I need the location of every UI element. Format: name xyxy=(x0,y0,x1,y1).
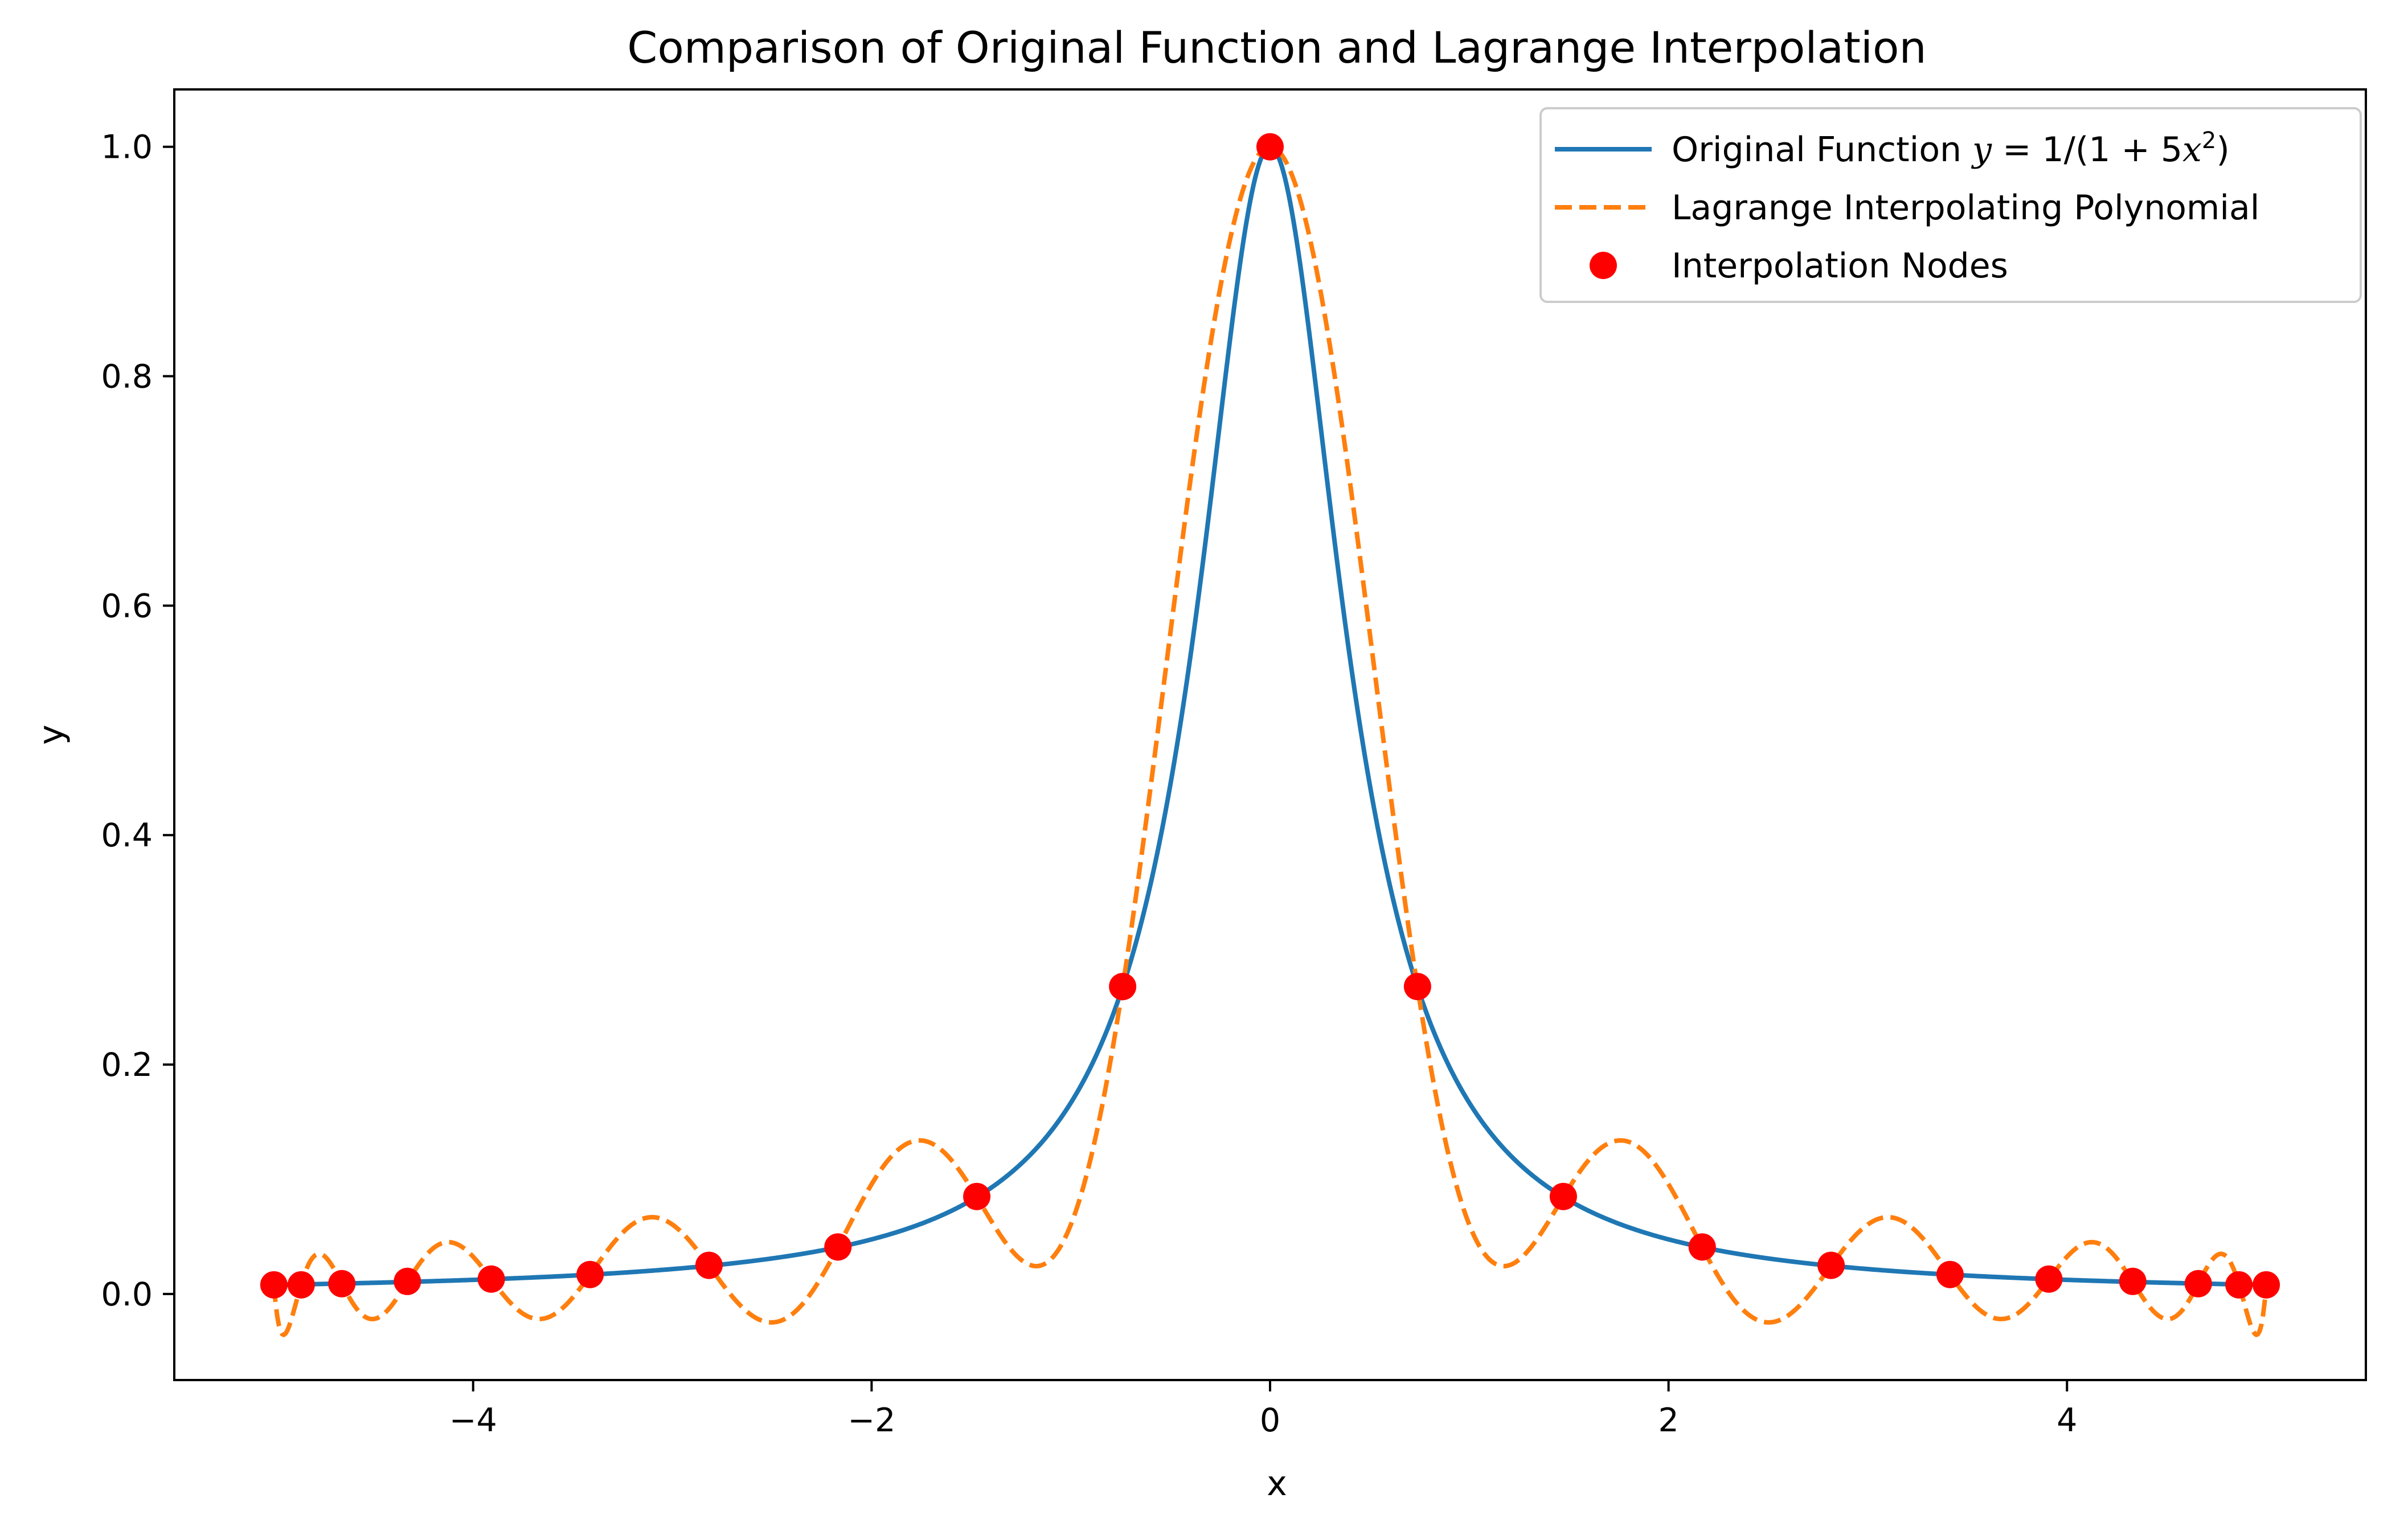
y-tick-label: 0.2 xyxy=(101,1046,153,1084)
interpolation-node-point xyxy=(1109,973,1137,1001)
interpolation-node-point xyxy=(1688,1233,1716,1261)
x-tick-label: −2 xyxy=(847,1402,895,1439)
interpolation-node-point xyxy=(576,1260,604,1288)
legend-label-lagrange: Lagrange Interpolating Polynomial xyxy=(1672,188,2259,228)
interpolation-node-point xyxy=(2225,1271,2253,1299)
x-axis-ticks: −4 −2 0 2 4 xyxy=(449,1380,2077,1439)
interpolation-node-point xyxy=(2035,1265,2063,1293)
interpolation-node-point xyxy=(1403,973,1431,1001)
interpolation-node-point xyxy=(1817,1251,1845,1279)
y-tick-label: 0.0 xyxy=(101,1276,153,1313)
y-tick-label: 0.8 xyxy=(101,358,153,396)
interpolation-node-point xyxy=(2253,1271,2280,1299)
x-tick-label: 2 xyxy=(1658,1402,1679,1439)
x-tick-label: −4 xyxy=(449,1402,497,1439)
x-tick-label: 4 xyxy=(2057,1402,2077,1439)
y-tick-label: 0.6 xyxy=(101,587,153,625)
legend-swatch-nodes xyxy=(1590,252,1617,279)
y-tick-label: 1.0 xyxy=(101,129,153,166)
interpolation-node-point xyxy=(260,1271,288,1299)
interpolation-node-point xyxy=(1549,1182,1577,1210)
interpolation-node-point xyxy=(328,1270,356,1297)
interpolation-node-point xyxy=(695,1251,723,1279)
y-axis-ticks: 0.0 0.2 0.4 0.6 0.8 1.0 xyxy=(101,129,174,1313)
y-tick-label: 0.4 xyxy=(101,817,153,854)
interpolation-node-point xyxy=(287,1271,315,1299)
x-axis-label: x xyxy=(1267,1464,1287,1504)
interpolation-node-point xyxy=(477,1265,505,1293)
interpolation-node-point xyxy=(1256,133,1284,161)
interpolation-node-point xyxy=(2184,1270,2212,1297)
interpolation-node-point xyxy=(824,1233,852,1261)
legend-label-nodes: Interpolation Nodes xyxy=(1672,246,2008,286)
x-tick-label: 0 xyxy=(1260,1402,1280,1439)
legend: Original Function y = 1/(1 + 5x2) Lagran… xyxy=(1539,107,2362,303)
interpolation-node-point xyxy=(2119,1267,2147,1295)
legend-label-original-function: Original Function y = 1/(1 + 5x2) xyxy=(1672,128,2230,170)
interpolation-node-point xyxy=(394,1267,421,1295)
interpolation-node-point xyxy=(1936,1260,1964,1288)
plot-area xyxy=(260,133,2280,1337)
chart-title: Comparison of Original Function and Lagr… xyxy=(627,22,1926,73)
interpolation-node-point xyxy=(963,1182,991,1210)
y-axis-label: y xyxy=(31,724,71,745)
legend-box xyxy=(1539,107,2362,303)
